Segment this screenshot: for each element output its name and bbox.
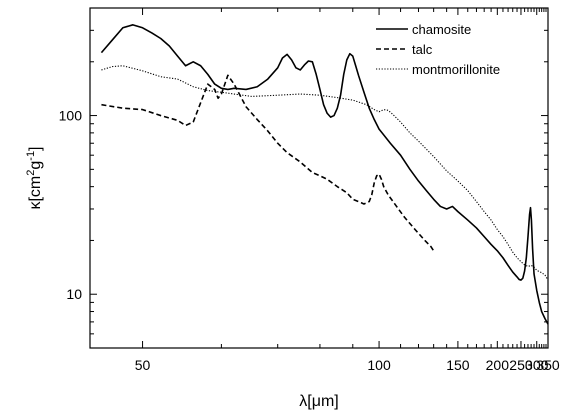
y-tick-label: 100 [59, 108, 83, 124]
legend: chamosite talc montmorillonite [376, 22, 500, 77]
x-tick-label: 300 [525, 357, 549, 373]
series-line-chamosite [100, 24, 549, 325]
y-tick-label: 10 [66, 286, 82, 302]
series-layer [100, 24, 549, 325]
series-line-montmorillonite [101, 65, 549, 281]
series-line-talc [101, 74, 435, 252]
plot-frame [89, 7, 549, 349]
x-tick-label: 200 [486, 357, 510, 373]
x-tick-label: 350 [536, 357, 560, 373]
ticks-layer [90, 7, 549, 349]
x-tick-label: 150 [446, 357, 470, 373]
legend-label-chamosite: chamosite [412, 22, 471, 37]
x-tick-label: 100 [367, 357, 391, 373]
x-tick-label: 250 [509, 357, 533, 373]
y-axis-title: κ[cm2g-1] [25, 146, 44, 209]
legend-label-montmorillonite: montmorillonite [412, 62, 500, 77]
x-tick-label: 50 [135, 357, 151, 373]
legend-label-talc: talc [412, 42, 433, 57]
x-axis-title: λ[μm] [299, 393, 338, 410]
